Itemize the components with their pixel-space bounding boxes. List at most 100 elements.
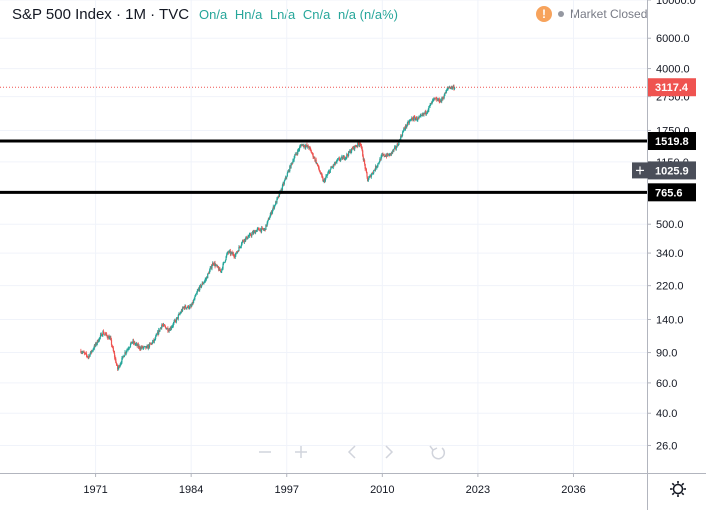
candle-body [432, 99, 434, 101]
candle-body [415, 117, 417, 119]
candle-body [376, 165, 379, 167]
candle-body [435, 98, 437, 100]
candle-body [445, 90, 447, 94]
candle-body [386, 155, 388, 157]
candle-body [376, 166, 378, 168]
price-scale[interactable]: 10000.06000.04000.02750.01750.01150.0765… [632, 0, 696, 452]
candle-body [345, 157, 347, 158]
candle-body [391, 152, 393, 153]
candle-body [302, 144, 304, 147]
candle-body [150, 342, 152, 344]
candle-body [370, 174, 372, 178]
symbol-title[interactable]: S&P 500 Index · 1M · TVC [12, 5, 190, 23]
chart-legend: S&P 500 Index · 1M · TVC On/a Hn/a Ln/a … [12, 4, 402, 24]
candle-body [423, 113, 425, 115]
candle-body [287, 170, 290, 172]
candle-body [147, 346, 149, 349]
price-tick-label: 90.0 [656, 348, 677, 360]
candle-body [111, 344, 113, 347]
candle-body [112, 346, 114, 348]
candle-body [419, 115, 421, 117]
candle-body [360, 143, 362, 146]
scroll-left-icon[interactable] [347, 445, 356, 459]
scroll-right-icon[interactable] [385, 445, 394, 459]
candle-body [364, 163, 366, 169]
candle-body [404, 128, 406, 130]
candle-body [226, 252, 228, 255]
candle-body [323, 179, 325, 181]
candle-body [138, 346, 140, 348]
candle-body [336, 159, 338, 162]
candle-body [291, 162, 293, 164]
candle-body [278, 193, 280, 197]
reset-icon[interactable] [429, 445, 446, 460]
candle-body [96, 343, 98, 345]
candle-body [435, 98, 437, 100]
candle-body [332, 164, 334, 167]
time-scale[interactable]: 1971 1984 1997 2010 2023 2036 [83, 473, 586, 496]
candle-body [88, 355, 91, 357]
candle-body [355, 145, 358, 147]
candle-body [236, 252, 238, 254]
candle-body [254, 231, 256, 234]
candle-body [339, 159, 341, 161]
candle-body [325, 176, 327, 179]
candle-body [327, 173, 329, 175]
candle-body [259, 230, 261, 232]
candle-body [135, 344, 137, 345]
candle-body [85, 353, 87, 355]
candle-body [338, 158, 341, 160]
candle-body [450, 86, 453, 88]
candle-body [316, 163, 318, 164]
candle-body [188, 307, 190, 309]
gear-icon[interactable] [670, 481, 686, 497]
candle-body [165, 327, 167, 330]
status-dot-icon [558, 11, 564, 17]
candle-body [266, 222, 268, 226]
candle-body [425, 113, 428, 114]
candle-body [225, 256, 227, 260]
candle-body [250, 235, 252, 237]
candle-body [170, 327, 172, 329]
zoom-in-icon[interactable] [295, 446, 307, 458]
candle-body [83, 351, 85, 353]
candle-body [249, 233, 251, 235]
market-status-label: Market Closed [570, 7, 648, 21]
candle-body [192, 301, 194, 304]
candle-body [121, 357, 123, 363]
candle-body [161, 325, 163, 326]
price-tick-label: 10000.0 [656, 0, 696, 7]
candle-body [306, 144, 308, 147]
candle-body [90, 351, 92, 354]
candle-body [410, 118, 412, 120]
candle-body [207, 273, 209, 279]
candle-body [245, 237, 247, 241]
candle-body [351, 148, 353, 150]
candle-body [362, 156, 364, 161]
candle-body [341, 156, 343, 158]
candle-body [348, 151, 350, 156]
candle-body [353, 146, 355, 150]
candle-body [428, 105, 431, 107]
candle-body [352, 146, 355, 149]
candle-body [219, 268, 221, 272]
candle-body [220, 271, 222, 272]
candle-body [91, 350, 93, 353]
warning-icon[interactable]: ! [536, 6, 552, 22]
candle-body [295, 153, 298, 155]
candle-body [260, 229, 262, 232]
candle-body [438, 98, 440, 102]
candle-body [322, 177, 324, 182]
candle-body [439, 101, 441, 103]
candle-body [118, 365, 120, 368]
candle-body [190, 305, 192, 307]
candle-body [106, 333, 108, 336]
candle-body [343, 156, 345, 158]
candle-body [417, 117, 420, 119]
candle-body [234, 255, 236, 257]
crosshair-price-label: 1025.9 [655, 165, 689, 177]
candle-body [268, 217, 271, 220]
candle-body [174, 320, 176, 322]
candle-body [130, 341, 132, 344]
